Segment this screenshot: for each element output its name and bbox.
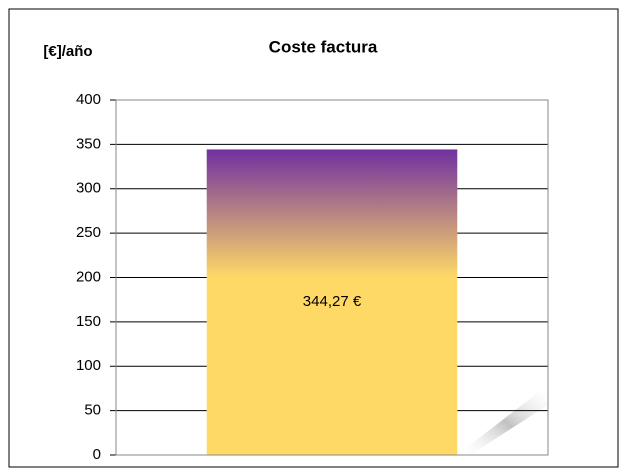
y-tick-label: 150 [76, 313, 101, 330]
y-tick-label: 0 [93, 446, 101, 463]
y-tick-label: 300 [76, 180, 101, 197]
y-tick-label: 50 [84, 402, 101, 419]
plot-border [115, 99, 549, 456]
y-tick-label: 200 [76, 268, 101, 285]
bars: 344,27 € [206, 149, 458, 455]
bar [206, 149, 458, 455]
chart-title: Coste factura [269, 37, 378, 56]
bar-shadow [457, 385, 548, 455]
y-axis-label: [€]/año [43, 43, 92, 60]
y-tick-label: 400 [76, 91, 101, 108]
data-label: 344,27 € [303, 293, 362, 310]
y-tick-label: 100 [76, 357, 101, 374]
y-tick-label: 250 [76, 224, 101, 241]
y-tick-label: 350 [76, 135, 101, 152]
